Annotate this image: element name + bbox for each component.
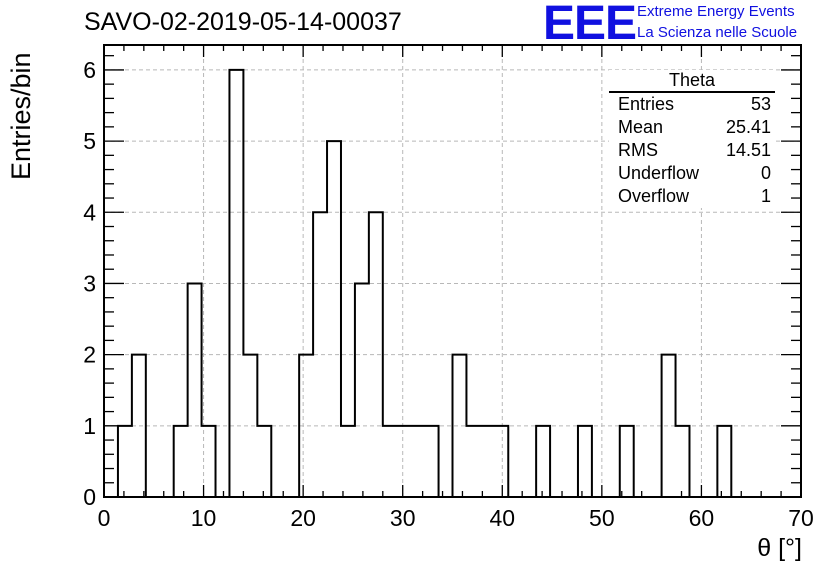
x-tick-label: 70	[788, 505, 814, 531]
histogram-series	[104, 68, 801, 498]
stats-title: Theta	[609, 70, 775, 93]
stats-label: Underflow	[618, 163, 700, 183]
stats-value: 1	[760, 186, 771, 206]
logo-subtitle-2: La Scienza nelle Scuole	[637, 24, 798, 41]
stats-row-overflow: Overflow 1	[609, 185, 775, 208]
grid-lines	[104, 45, 801, 497]
stats-value: 25.41	[725, 117, 771, 137]
x-tick-label: 50	[589, 505, 615, 531]
x-tick-label: 20	[290, 505, 316, 531]
y-tick-label: 1	[83, 413, 96, 439]
y-tick-labels: 0 1 2 3 4 5 6	[83, 57, 96, 510]
eee-logo: EEE	[543, 0, 637, 50]
y-tick-label: 2	[83, 342, 96, 368]
x-tick-label: 60	[689, 505, 715, 531]
stats-value: 14.51	[725, 140, 771, 160]
stats-value: 0	[760, 163, 771, 183]
x-tick-label: 0	[98, 505, 111, 531]
plot-frame	[103, 44, 802, 498]
x-tick-labels: 0 10 20 30 40 50 60 70	[98, 505, 814, 531]
stats-row-entries: Entries 53	[609, 93, 775, 116]
stats-box: Theta Entries 53 Mean 25.41 RMS 14.51 Un…	[609, 70, 775, 208]
stats-row-underflow: Underflow 0	[609, 162, 775, 185]
stats-label: Mean	[618, 117, 664, 137]
y-tick-label: 3	[83, 270, 96, 296]
chart-title: SAVO-02-2019-05-14-00037	[84, 8, 402, 36]
stats-label: RMS	[618, 140, 658, 160]
y-tick-label: 5	[83, 128, 96, 154]
x-tick-label: 10	[191, 505, 217, 531]
logo-subtitle-1: Extreme Energy Events	[637, 3, 795, 20]
y-tick-label: 4	[83, 199, 96, 225]
stats-label: Entries	[618, 94, 675, 114]
stats-value: 53	[750, 94, 771, 114]
y-tick-label: 6	[83, 57, 96, 83]
y-axis-label: Entries/bin	[6, 52, 36, 180]
stats-row-rms: RMS 14.51	[609, 139, 775, 162]
y-tick-label: 0	[83, 484, 96, 510]
stats-label: Overflow	[618, 186, 690, 206]
x-tick-label: 40	[489, 505, 515, 531]
x-axis-label: θ [°]	[757, 534, 802, 562]
x-tick-label: 30	[390, 505, 416, 531]
stats-row-mean: Mean 25.41	[609, 116, 775, 139]
axis-ticks	[103, 45, 802, 498]
